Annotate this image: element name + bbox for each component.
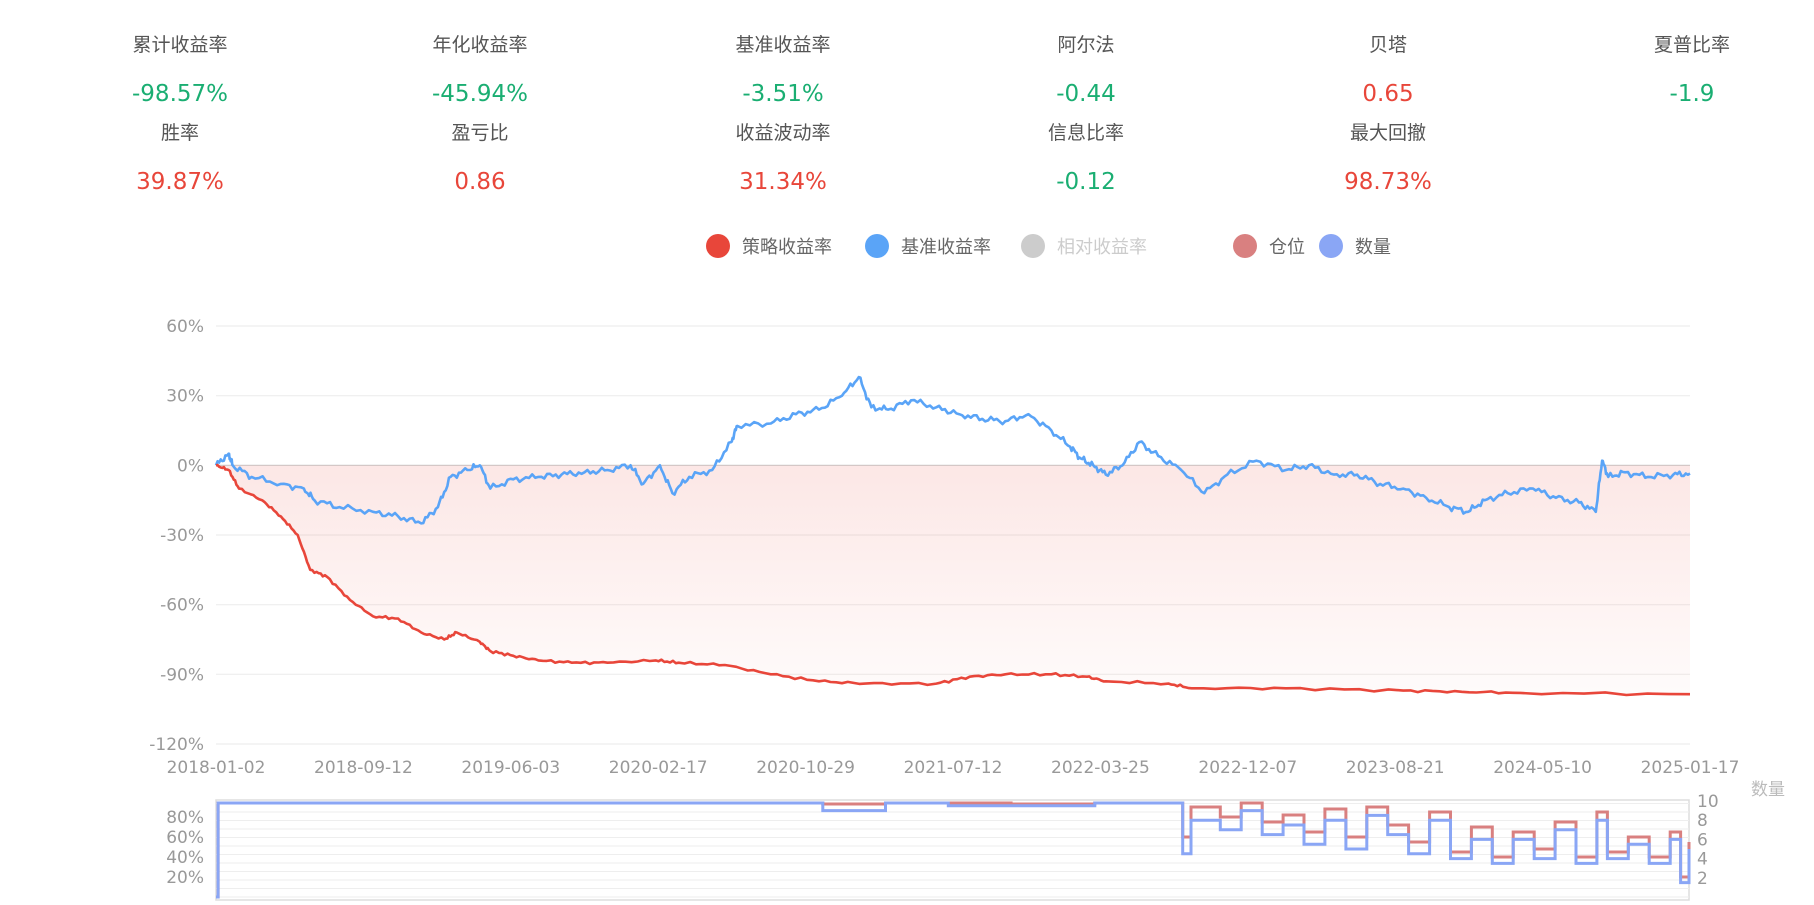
relative-return-area <box>216 465 1690 695</box>
mini-chart-frame <box>215 799 1690 901</box>
mini-left-tick: 60% <box>166 828 204 848</box>
y-tick-label: -30% <box>160 526 204 546</box>
stat-label: 胜率 <box>160 122 199 144</box>
x-tick-label: 2020-02-17 <box>609 758 708 778</box>
stat-label: 收益波动率 <box>735 122 831 144</box>
benchmark-line <box>214 375 1691 525</box>
stat-0: 累计收益率 -98.57% <box>60 30 300 107</box>
stat-label: 阿尔法 <box>1057 34 1115 56</box>
legend-dot-icon <box>1021 234 1045 258</box>
mini-right-tick: 8 <box>1697 811 1708 831</box>
legend-item-0[interactable]: 策略收益率 <box>706 233 832 259</box>
legend-item-3[interactable]: 仓位 <box>1233 233 1305 259</box>
mini-right-tick: 10 <box>1697 792 1719 812</box>
stat-value: 98.73% <box>1344 169 1432 195</box>
x-tick-label: 2024-05-10 <box>1493 758 1592 778</box>
mini-left-tick: 40% <box>166 848 204 868</box>
stat-label: 信息比率 <box>1047 122 1124 144</box>
mini-right-axis-name: 数量 <box>1751 780 1785 800</box>
legend-item-1[interactable]: 基准收益率 <box>865 233 991 259</box>
stat-label: 年化收益率 <box>432 34 528 56</box>
y-tick-label: 0% <box>177 456 204 476</box>
legend-item-4[interactable]: 数量 <box>1319 233 1391 259</box>
stat-8: 收益波动率 31.34% <box>663 118 903 195</box>
legend-dot-icon <box>1319 234 1343 258</box>
legend-dot-icon <box>865 234 889 258</box>
stat-6: 胜率 39.87% <box>60 118 300 195</box>
stat-value: 0.65 <box>1362 81 1414 107</box>
stat-label: 累计收益率 <box>132 34 228 56</box>
legend-label: 仓位 <box>1269 237 1305 258</box>
mini-left-tick: 20% <box>166 868 204 888</box>
y-tick-label: -90% <box>160 665 204 685</box>
stat-value: -0.12 <box>1056 169 1116 195</box>
x-tick-label: 2021-07-12 <box>904 758 1003 778</box>
legend-dot-icon <box>1233 234 1257 258</box>
y-tick-label: -60% <box>160 596 204 616</box>
stat-value: 31.34% <box>739 169 827 195</box>
stat-3: 阿尔法 -0.44 <box>966 30 1206 107</box>
y-tick-label: 30% <box>166 387 204 407</box>
mini-right-tick: 2 <box>1697 869 1708 889</box>
stat-label: 盈亏比 <box>451 122 509 144</box>
stat-value: -3.51% <box>742 81 824 107</box>
strategy-line <box>215 463 1691 697</box>
legend-dot-icon <box>706 234 730 258</box>
stat-value: -45.94% <box>432 81 528 107</box>
x-tick-label: 2018-09-12 <box>314 758 413 778</box>
position-line <box>216 801 1691 899</box>
stat-label: 最大回撤 <box>1349 122 1426 144</box>
stat-2: 基准收益率 -3.51% <box>663 30 903 107</box>
mini-left-tick: 80% <box>166 808 204 828</box>
legend-label: 基准收益率 <box>901 237 991 258</box>
count-line <box>216 801 1691 899</box>
stat-label: 夏普比率 <box>1653 34 1730 56</box>
stat-label: 基准收益率 <box>735 34 831 56</box>
stat-value: 39.87% <box>136 169 224 195</box>
legend-item-2[interactable]: 相对收益率 <box>1021 233 1147 259</box>
stat-value: -0.44 <box>1056 81 1116 107</box>
x-tick-label: 2019-06-03 <box>461 758 560 778</box>
y-tick-label: -120% <box>149 735 204 755</box>
x-tick-label: 2018-01-02 <box>167 758 266 778</box>
legend-label: 策略收益率 <box>742 237 832 258</box>
legend-label: 相对收益率 <box>1057 237 1147 258</box>
x-tick-label: 2020-10-29 <box>756 758 855 778</box>
stat-4: 贝塔 0.65 <box>1268 30 1508 107</box>
stat-1: 年化收益率 -45.94% <box>360 30 600 107</box>
x-tick-label: 2022-03-25 <box>1051 758 1150 778</box>
mini-right-tick: 4 <box>1697 850 1708 870</box>
x-tick-label: 2025-01-17 <box>1641 758 1740 778</box>
stat-value: -1.9 <box>1669 81 1715 107</box>
x-tick-label: 2022-12-07 <box>1198 758 1297 778</box>
chart-legend: 策略收益率 基准收益率 相对收益率 仓位 数量 <box>0 233 1814 261</box>
legend-label: 数量 <box>1355 237 1391 258</box>
stat-value: 0.86 <box>454 169 506 195</box>
stat-value: -98.57% <box>132 81 228 107</box>
stat-7: 盈亏比 0.86 <box>360 118 600 195</box>
stat-10: 最大回撤 98.73% <box>1268 118 1508 195</box>
stat-label: 贝塔 <box>1368 34 1407 56</box>
x-tick-label: 2023-08-21 <box>1346 758 1445 778</box>
y-tick-label: 60% <box>166 317 204 337</box>
stat-9: 信息比率 -0.12 <box>966 118 1206 195</box>
stat-5: 夏普比率 -1.9 <box>1572 30 1812 107</box>
mini-right-tick: 6 <box>1697 830 1708 850</box>
